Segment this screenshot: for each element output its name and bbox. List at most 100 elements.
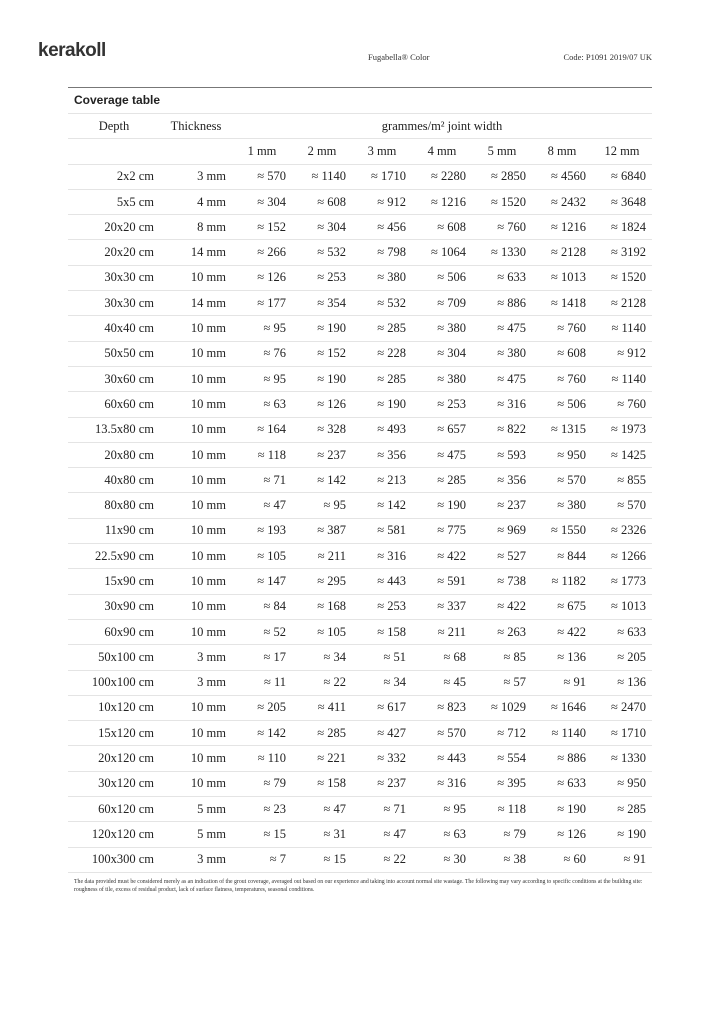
coverage-cell: ≈ 47: [352, 821, 412, 848]
coverage-cell: ≈ 506: [412, 264, 472, 291]
coverage-cell: ≈ 285: [352, 365, 412, 392]
thickness-cell: 10 mm: [160, 517, 232, 544]
depth-cell: 30x30 cm: [68, 290, 160, 316]
coverage-cell: ≈ 969: [472, 517, 532, 544]
coverage-cell: ≈ 263: [472, 618, 532, 645]
coverage-cell: ≈ 1773: [592, 568, 652, 595]
coverage-cell: ≈ 1824: [592, 214, 652, 240]
table-row: 30x30 cm 10 mm ≈ 126 ≈ 253 ≈ 380 ≈ 506 ≈ 633 ≈ …: [68, 264, 652, 291]
column-header-width: 2 mm: [292, 138, 352, 165]
coverage-cell: ≈ 3648: [592, 188, 652, 215]
coverage-cell: ≈ 554: [472, 745, 532, 772]
coverage-cell: ≈ 31: [292, 821, 352, 848]
coverage-cell: ≈ 95: [292, 492, 352, 519]
coverage-cell: ≈ 11: [232, 669, 292, 696]
depth-cell: 22.5x90 cm: [68, 543, 160, 569]
coverage-cell: ≈ 475: [412, 441, 472, 468]
thickness-cell: 10 mm: [160, 467, 232, 493]
coverage-cell: ≈ 2850: [472, 163, 532, 190]
thickness-cell: 3 mm: [160, 669, 232, 696]
depth-cell: 20x80 cm: [68, 441, 160, 468]
depth-cell: 15x120 cm: [68, 720, 160, 746]
column-header-width: 5 mm: [472, 138, 532, 165]
coverage-cell: ≈ 316: [472, 391, 532, 418]
coverage-cell: ≈ 1216: [532, 214, 592, 240]
coverage-cell: ≈ 285: [292, 720, 352, 746]
coverage-cell: ≈ 2470: [592, 694, 652, 721]
coverage-cell: ≈ 608: [412, 214, 472, 240]
coverage-cell: ≈ 427: [352, 720, 412, 746]
coverage-cell: ≈ 51: [352, 644, 412, 671]
coverage-cell: ≈ 57: [472, 669, 532, 696]
thickness-cell: 10 mm: [160, 720, 232, 746]
coverage-cell: ≈ 79: [472, 821, 532, 848]
table-row: 30x60 cm 10 mm ≈ 95 ≈ 190 ≈ 285 ≈ 380 ≈ 475 ≈ 7…: [68, 365, 652, 392]
coverage-cell: ≈ 152: [232, 214, 292, 240]
coverage-cell: ≈ 304: [232, 188, 292, 215]
table-row: 20x80 cm 10 mm ≈ 118 ≈ 237 ≈ 356 ≈ 475 ≈ 593 ≈ …: [68, 441, 652, 468]
coverage-cell: ≈ 1418: [532, 290, 592, 316]
table-row: 11x90 cm 10 mm ≈ 193 ≈ 387 ≈ 581 ≈ 775 ≈ 969 ≈ …: [68, 517, 652, 544]
depth-cell: 20x20 cm: [68, 239, 160, 266]
depth-cell: 5x5 cm: [68, 188, 160, 215]
table-row: 40x80 cm 10 mm ≈ 71 ≈ 142 ≈ 213 ≈ 285 ≈ 356 ≈ 5…: [68, 467, 652, 493]
coverage-cell: ≈ 380: [352, 264, 412, 291]
coverage-cell: ≈ 213: [352, 467, 412, 493]
thickness-cell: 10 mm: [160, 315, 232, 342]
table-row: 30x90 cm 10 mm ≈ 84 ≈ 168 ≈ 253 ≈ 337 ≈ 422 ≈ 6…: [68, 593, 652, 620]
coverage-cell: ≈ 190: [292, 365, 352, 392]
coverage-cell: ≈ 633: [472, 264, 532, 291]
coverage-cell: ≈ 1140: [592, 365, 652, 392]
coverage-cell: ≈ 354: [292, 290, 352, 316]
coverage-cell: ≈ 228: [352, 340, 412, 367]
coverage-cell: ≈ 844: [532, 543, 592, 569]
coverage-cell: ≈ 253: [352, 593, 412, 620]
table-row: 80x80 cm 10 mm ≈ 47 ≈ 95 ≈ 142 ≈ 190 ≈ 237 ≈ 38…: [68, 492, 652, 519]
coverage-cell: ≈ 221: [292, 745, 352, 772]
coverage-cell: ≈ 1064: [412, 239, 472, 266]
coverage-cell: ≈ 395: [472, 770, 532, 797]
coverage-cell: ≈ 456: [352, 214, 412, 240]
coverage-cell: ≈ 95: [412, 796, 472, 822]
depth-cell: 20x20 cm: [68, 214, 160, 240]
table-row: 2x2 cm 3 mm ≈ 570 ≈ 1140 ≈ 1710 ≈ 2280 ≈ 2850 ≈…: [68, 163, 652, 190]
coverage-cell: ≈ 738: [472, 568, 532, 595]
depth-cell: 15x90 cm: [68, 568, 160, 595]
depth-cell: 30x30 cm: [68, 264, 160, 291]
header-divider: [68, 87, 652, 88]
table-row: 20x20 cm 8 mm ≈ 152 ≈ 304 ≈ 456 ≈ 608 ≈ 760 ≈ 1…: [68, 214, 652, 240]
coverage-cell: ≈ 253: [292, 264, 352, 291]
thickness-cell: 8 mm: [160, 214, 232, 240]
coverage-cell: ≈ 570: [532, 467, 592, 493]
coverage-cell: ≈ 950: [592, 770, 652, 797]
coverage-cell: ≈ 1013: [592, 593, 652, 620]
depth-cell: 60x90 cm: [68, 618, 160, 645]
coverage-cell: ≈ 34: [352, 669, 412, 696]
thickness-cell: 10 mm: [160, 340, 232, 367]
coverage-cell: ≈ 422: [412, 543, 472, 569]
coverage-cell: ≈ 316: [352, 543, 412, 569]
coverage-cell: ≈ 1266: [592, 543, 652, 569]
coverage-cell: ≈ 177: [232, 290, 292, 316]
coverage-cell: ≈ 237: [472, 492, 532, 519]
coverage-cell: ≈ 2128: [592, 290, 652, 316]
coverage-cell: ≈ 356: [352, 441, 412, 468]
thickness-cell: 10 mm: [160, 264, 232, 291]
column-group-header: grammes/m² joint width: [232, 112, 652, 139]
coverage-cell: ≈ 608: [292, 188, 352, 215]
coverage-cell: ≈ 7: [232, 846, 292, 873]
table-row: 15x90 cm 10 mm ≈ 147 ≈ 295 ≈ 443 ≈ 591 ≈ 738 ≈ …: [68, 568, 652, 595]
coverage-cell: ≈ 71: [352, 796, 412, 822]
thickness-cell: 14 mm: [160, 239, 232, 266]
thickness-cell: 4 mm: [160, 188, 232, 215]
coverage-cell: ≈ 633: [592, 618, 652, 645]
coverage-cell: ≈ 380: [412, 315, 472, 342]
coverage-cell: ≈ 443: [352, 568, 412, 595]
coverage-cell: ≈ 91: [592, 846, 652, 873]
table-row: 30x30 cm 14 mm ≈ 177 ≈ 354 ≈ 532 ≈ 709 ≈ 886 ≈ …: [68, 290, 652, 316]
coverage-cell: ≈ 205: [232, 694, 292, 721]
table-row: 22.5x90 cm 10 mm ≈ 105 ≈ 211 ≈ 316 ≈ 422 ≈ 527…: [68, 543, 652, 569]
coverage-cell: ≈ 1520: [472, 188, 532, 215]
column-header-width: 8 mm: [532, 138, 592, 165]
coverage-cell: ≈ 118: [232, 441, 292, 468]
